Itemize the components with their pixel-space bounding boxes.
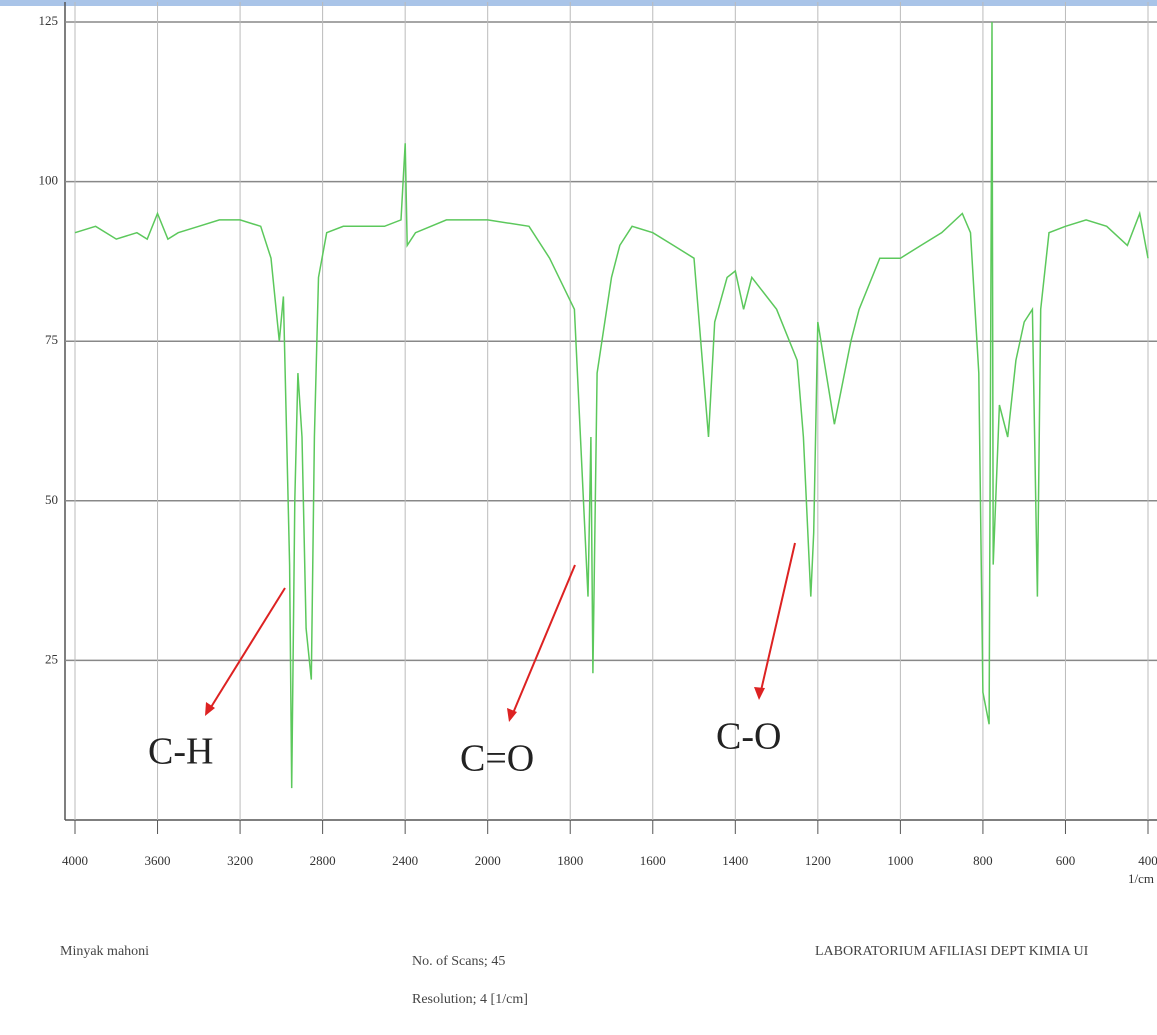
grid: 25 50 75 100 125 4000 3600 3200 2800 2400 2000 1800… (39, 2, 1157, 868)
y-tick-label: 75 (45, 332, 58, 347)
window-border (0, 0, 1157, 6)
x-tick-label: 4000 (62, 853, 88, 868)
y-tick-label: 25 (45, 651, 58, 666)
sample-name: Minyak mahoni (60, 944, 149, 959)
x-tick-label: 1400 (722, 853, 748, 868)
x-tick-label: 2400 (392, 853, 418, 868)
x-tick-label: 1000 (887, 853, 913, 868)
spectrum-line (74, 21, 1149, 789)
arrow-head (754, 687, 765, 700)
y-tick-label: 100 (39, 173, 59, 188)
resolution: Resolution; 4 [1/cm] (412, 992, 528, 1007)
arrow-head (205, 702, 215, 716)
annotation: C-H (148, 731, 213, 773)
x-tick-label: 3600 (145, 853, 171, 868)
annotation: C-O (716, 716, 781, 758)
y-tick-label: 125 (39, 13, 59, 28)
arrow (207, 587, 286, 713)
x-tick-label: 1800 (557, 853, 583, 868)
arrow (510, 564, 576, 719)
annotation: C=O (460, 738, 534, 780)
y-tick-label: 50 (45, 492, 58, 507)
arrow-head (507, 708, 517, 722)
x-axis-label: 1/cm (1128, 871, 1154, 886)
arrow (759, 542, 796, 696)
plot (74, 21, 1149, 789)
lab-name: LABORATORIUM AFILIASI DEPT KIMIA UI (815, 944, 1089, 959)
x-tick-label: 2800 (310, 853, 336, 868)
x-tick-label: 3200 (227, 853, 253, 868)
x-tick-label: 2000 (475, 853, 501, 868)
x-tick-label: 800 (973, 853, 993, 868)
x-tick-label: 400 (1138, 853, 1157, 868)
x-tick-label: 1200 (805, 853, 831, 868)
x-tick-label: 1600 (640, 853, 666, 868)
x-tick-label: 600 (1056, 853, 1076, 868)
scans: No. of Scans; 45 (412, 954, 505, 969)
